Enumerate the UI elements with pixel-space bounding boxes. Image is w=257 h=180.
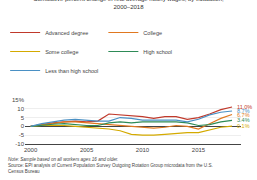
svg-text:College: College [143, 30, 162, 36]
svg-text:8.7%: 8.7% [237, 108, 250, 114]
svg-text:Note: Sample based on all work: Note: Sample based on all workers ages 1… [8, 157, 213, 174]
svg-text:6.7%: 6.7% [237, 112, 250, 118]
svg-text:Cumulative percent change in r: Cumulative percent change in real averag… [33, 0, 224, 10]
svg-text:3.4%: 3.4% [237, 117, 250, 123]
svg-text:Less than high school: Less than high school [45, 68, 98, 74]
svg-text:11.0%: 11.0% [237, 104, 252, 110]
svg-text:10: 10 [17, 106, 24, 112]
svg-text:15%: 15% [12, 97, 25, 103]
svg-text:0.1%: 0.1% [237, 123, 250, 129]
svg-text:5: 5 [21, 115, 25, 121]
svg-text:High school: High school [143, 49, 172, 55]
svg-text:2000: 2000 [24, 147, 38, 153]
svg-text:Some college: Some college [45, 49, 78, 55]
svg-text:0: 0 [21, 123, 25, 129]
svg-text:2005: 2005 [80, 147, 94, 153]
svg-text:-5: -5 [19, 132, 25, 138]
svg-text:-10: -10 [15, 141, 24, 147]
svg-text:2010: 2010 [136, 147, 150, 153]
svg-text:2015: 2015 [192, 147, 206, 153]
svg-text:Advanced degree: Advanced degree [45, 30, 88, 36]
